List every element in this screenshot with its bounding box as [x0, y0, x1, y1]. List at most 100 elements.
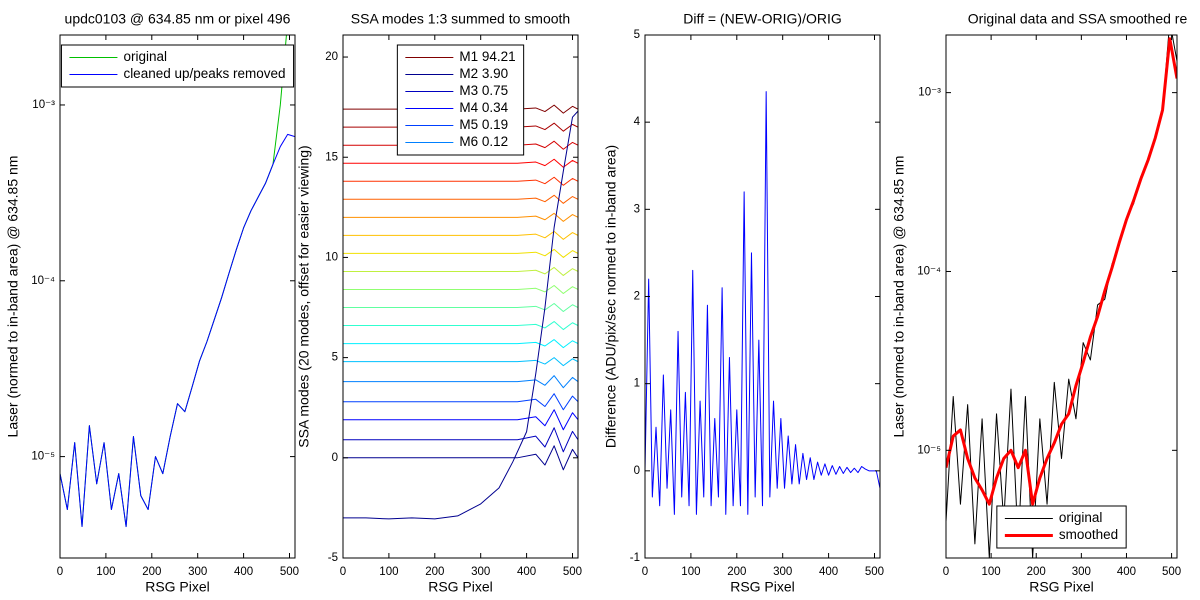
legend-label: cleaned up/peaks removed — [123, 66, 285, 81]
y-axis-label: Laser (normed to in-band area) @ 634.85 … — [5, 156, 21, 438]
legend-label: original — [1059, 510, 1103, 525]
y-tick-label: 0 — [634, 465, 640, 477]
panel: 0 100 200 300 400 500 10⁻⁵ 10⁻⁴ 10⁻³ Original dat… — [891, 11, 1188, 595]
data-line — [343, 339, 578, 349]
legend-label: M2 3.90 — [459, 66, 508, 81]
y-tick-label: 10⁻³ — [918, 87, 941, 99]
legend-label: M5 0.19 — [459, 117, 508, 132]
y-tick-label: 5 — [332, 352, 338, 364]
x-tick-label: 300 — [188, 566, 207, 578]
plot-area — [946, 35, 1177, 558]
x-tick-label: 200 — [1027, 566, 1046, 578]
panel: 0 100 200 300 400 500 10⁻⁵ 10⁻⁴ 10⁻³ updc0103 @ 6… — [5, 11, 299, 595]
x-tick-label: 500 — [280, 566, 299, 578]
y-tick-label: 10⁻⁵ — [31, 451, 55, 463]
legend-label: M1 94.21 — [459, 49, 515, 64]
y-tick-label: 3 — [634, 203, 640, 215]
y-axis-label: SSA modes (20 modes, offset for easier v… — [296, 145, 312, 447]
legend-box — [996, 505, 1127, 549]
x-tick-label: 500 — [865, 566, 884, 578]
legend: original smoothed — [996, 505, 1127, 549]
x-tick-label: 400 — [1117, 566, 1136, 578]
y-tick-label: 10⁻³ — [32, 99, 55, 111]
y-tick-label: 10 — [325, 251, 338, 263]
y-tick-label: 10⁻⁵ — [917, 444, 941, 456]
legend-label: smoothed — [1059, 527, 1118, 542]
data-line — [946, 37, 1177, 506]
y-axis-label: Laser (normed to in-band area) @ 634.85 … — [891, 156, 907, 438]
data-line — [343, 357, 578, 367]
data-line — [343, 248, 578, 258]
y-tick-label: -1 — [630, 552, 640, 564]
y-tick-label: 4 — [634, 116, 641, 128]
data-line — [343, 212, 578, 222]
x-tick-label: 100 — [379, 566, 398, 578]
data-line — [343, 266, 578, 276]
data-line — [343, 409, 578, 431]
axes-box — [342, 34, 579, 559]
series-group — [60, 35, 295, 528]
x-tick-label: 200 — [425, 566, 444, 578]
data-line — [343, 375, 578, 389]
legend-box — [60, 44, 295, 88]
data-line — [343, 194, 578, 204]
chart-title: Original data and SSA smoothed re — [968, 11, 1188, 27]
x-tick-label: 300 — [773, 566, 792, 578]
data-line — [343, 445, 578, 471]
y-tick-label: 0 — [332, 452, 338, 464]
chart-title: Diff = (NEW-ORIG)/ORIG — [683, 11, 842, 27]
x-tick-label: 200 — [727, 566, 746, 578]
x-tick-label: 0 — [57, 566, 63, 578]
legend-box — [396, 44, 525, 156]
data-line — [343, 427, 578, 453]
x-tick-label: 0 — [340, 566, 346, 578]
chart-title: SSA modes 1:3 summed to smooth — [351, 11, 570, 27]
x-tick-label: 500 — [563, 566, 582, 578]
legend: original cleaned up/peaks removed — [60, 44, 295, 88]
y-tick-label: 1 — [634, 378, 640, 390]
data-line — [343, 176, 578, 186]
x-axis-label: RSG Pixel — [428, 579, 493, 595]
legend-label: original — [123, 49, 167, 64]
y-tick-label: 15 — [325, 151, 338, 163]
x-tick-label: 200 — [142, 566, 161, 578]
series-group — [946, 35, 1177, 558]
x-axis-label: RSG Pixel — [730, 579, 795, 595]
data-line — [645, 91, 880, 515]
x-tick-label: 400 — [819, 566, 838, 578]
x-tick-label: 300 — [471, 566, 490, 578]
x-tick-label: 500 — [1162, 566, 1181, 578]
data-line — [343, 230, 578, 240]
chart-title: updc0103 @ 634.85 nm or pixel 496 — [65, 11, 291, 27]
series-group — [645, 91, 880, 515]
data-line — [343, 110, 578, 520]
data-line — [343, 303, 578, 313]
legend-label: M4 0.34 — [459, 100, 508, 115]
y-axis-label: Difference (ADU/pix/sec normed to in-ban… — [603, 145, 619, 448]
data-line — [343, 158, 578, 168]
y-tick-label: 20 — [325, 51, 338, 63]
data-line — [343, 284, 578, 294]
legend-label: M3 0.75 — [459, 83, 508, 98]
legend: M1 94.21 M2 3.90 M3 0.75 M4 0.34 M5 0.19 M6 0… — [396, 44, 525, 156]
x-tick-label: 400 — [234, 566, 253, 578]
data-line — [343, 321, 578, 331]
x-tick-label: 300 — [1072, 566, 1091, 578]
x-tick-label: 400 — [517, 566, 536, 578]
data-line — [60, 133, 295, 528]
axes-box — [59, 34, 296, 559]
x-axis-label: RSG Pixel — [1029, 579, 1094, 595]
y-tick-label: 10⁻⁴ — [917, 266, 941, 278]
x-tick-label: 100 — [681, 566, 700, 578]
legend-label: M6 0.12 — [459, 134, 508, 149]
x-tick-label: 100 — [982, 566, 1001, 578]
y-tick-label: -5 — [328, 552, 338, 564]
plot-area — [60, 35, 295, 558]
y-tick-label: 5 — [634, 29, 640, 41]
y-tick-label: 2 — [634, 291, 640, 303]
x-tick-label: 100 — [96, 566, 115, 578]
y-tick-label: 10⁻⁴ — [31, 275, 55, 287]
